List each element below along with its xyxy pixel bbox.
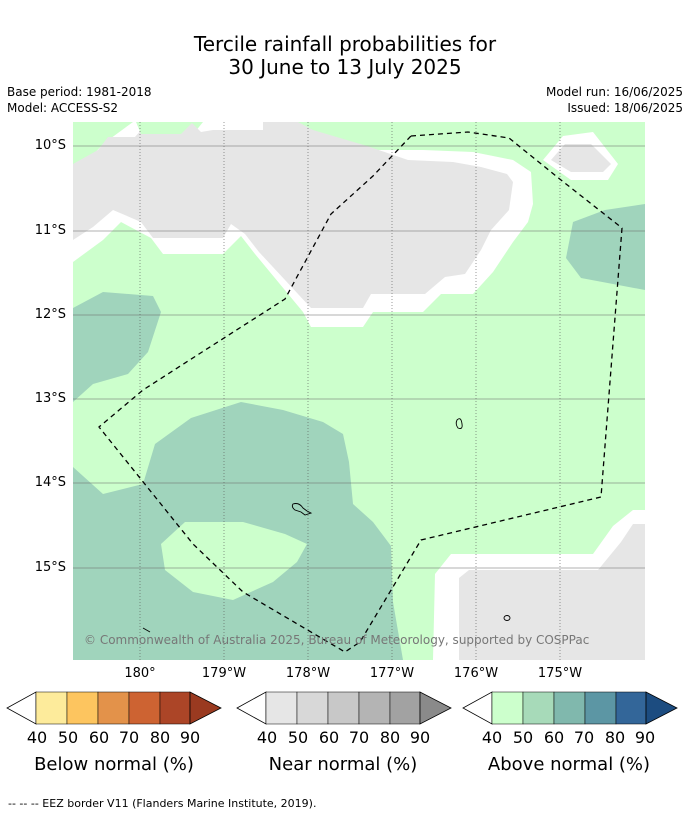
lon-label-178w: 178°W bbox=[285, 666, 331, 681]
legend-above-tick-80: 80 bbox=[604, 728, 626, 747]
legend-near-normal-swatch-60 bbox=[327, 691, 360, 725]
lat-label-14s: 14°S bbox=[34, 475, 66, 490]
copyright-notice: © Commonwealth of Australia 2025, Bureau… bbox=[84, 633, 590, 647]
legend-below-tick-80: 80 bbox=[149, 728, 171, 747]
legend-above-normal-swatch-80 bbox=[615, 691, 647, 725]
legend-near-tick-50: 50 bbox=[287, 728, 309, 747]
legend-above-normal bbox=[462, 691, 678, 725]
legend-below-tick-70: 70 bbox=[118, 728, 140, 747]
legend-near-normal-swatch-40 bbox=[265, 691, 298, 725]
graticule bbox=[73, 122, 645, 660]
near-normal-region-north bbox=[73, 122, 513, 308]
lon-label-175w: 175°W bbox=[537, 666, 583, 681]
island-niuatoputapu bbox=[455, 418, 463, 429]
legend-near-normal-swatch-50 bbox=[296, 691, 329, 725]
legend-below-normal-swatch-60 bbox=[97, 691, 130, 725]
issued-date: Issued: 18/06/2025 bbox=[567, 101, 683, 115]
lat-label-15s: 15°S bbox=[34, 560, 66, 575]
legend-below-normal-swatch-40 bbox=[35, 691, 68, 725]
legend-above-normal-swatch-40 bbox=[491, 691, 524, 725]
lat-label-11s: 11°S bbox=[34, 223, 66, 238]
eez-footnote: -- -- -- EEZ border V11 (Flanders Marine… bbox=[8, 797, 317, 810]
legend-near-normal-label: Near normal (%) bbox=[268, 754, 418, 775]
legend-above-normal-under-arrow bbox=[462, 691, 493, 725]
lat-label-12s: 12°S bbox=[34, 307, 66, 322]
island-tiny-sw bbox=[142, 627, 151, 633]
lon-label-176w: 176°W bbox=[453, 666, 499, 681]
near-normal-region-se bbox=[459, 524, 645, 660]
legend-near-tick-70: 70 bbox=[348, 728, 370, 747]
legend-near-tick-60: 60 bbox=[318, 728, 340, 747]
map-frame bbox=[73, 122, 645, 660]
legend-above-normal-swatch-50 bbox=[522, 691, 555, 725]
legend-near-normal-under-arrow bbox=[236, 691, 267, 725]
legend-above-normal-over-arrow bbox=[645, 691, 678, 725]
lon-label-180: 180° bbox=[124, 666, 156, 681]
legend-near-tick-80: 80 bbox=[379, 728, 401, 747]
legend-below-normal bbox=[6, 691, 222, 725]
legend-above-tick-50: 50 bbox=[512, 728, 534, 747]
map-title-line1: Tercile rainfall probabilities for bbox=[193, 32, 497, 56]
legend-above-normal-swatch-70 bbox=[584, 691, 617, 725]
rainfall-map bbox=[73, 122, 645, 660]
lon-label-177w: 177°W bbox=[369, 666, 415, 681]
lat-label-13s: 13°S bbox=[34, 391, 66, 406]
legend-above-tick-70: 70 bbox=[573, 728, 595, 747]
legend-above-normal-swatch-60 bbox=[553, 691, 586, 725]
legend-near-normal-swatch-80 bbox=[389, 691, 421, 725]
island-wallis bbox=[291, 503, 313, 516]
base-period: Base period: 1981-2018 bbox=[7, 85, 152, 99]
model-name: Model: ACCESS-S2 bbox=[7, 101, 119, 115]
legend-below-normal-label: Below normal (%) bbox=[34, 754, 194, 775]
above-normal-50-west bbox=[73, 292, 161, 402]
above-normal-50-ne bbox=[566, 204, 645, 290]
legend-near-normal-swatch-70 bbox=[358, 691, 391, 725]
legend-above-tick-60: 60 bbox=[543, 728, 565, 747]
legend-near-tick-40: 40 bbox=[256, 728, 278, 747]
legend-below-tick-90: 90 bbox=[179, 728, 201, 747]
legend-near-normal bbox=[236, 691, 452, 725]
legend-below-normal-under-arrow bbox=[6, 691, 37, 725]
legend-below-normal-swatch-80 bbox=[159, 691, 191, 725]
map-title-line2: 30 June to 13 July 2025 bbox=[228, 55, 462, 79]
legend-above-tick-40: 40 bbox=[481, 728, 503, 747]
legend-below-normal-swatch-50 bbox=[66, 691, 99, 725]
island-fatu bbox=[503, 615, 511, 621]
legend-below-normal-swatch-70 bbox=[128, 691, 161, 725]
legend-above-normal-label: Above normal (%) bbox=[487, 754, 651, 775]
eez-border bbox=[98, 131, 623, 653]
legend-below-tick-40: 40 bbox=[26, 728, 48, 747]
legend-below-tick-50: 50 bbox=[57, 728, 79, 747]
near-normal-region-ne bbox=[551, 144, 611, 172]
legend-below-tick-60: 60 bbox=[88, 728, 110, 747]
lat-label-10s: 10°S bbox=[34, 138, 66, 153]
legend-below-normal-over-arrow bbox=[189, 691, 222, 725]
lon-label-179w: 179°W bbox=[201, 666, 247, 681]
legend-above-tick-90: 90 bbox=[634, 728, 656, 747]
legend-near-normal-over-arrow bbox=[419, 691, 452, 725]
model-run: Model run: 16/06/2025 bbox=[545, 85, 683, 99]
legend-near-tick-90: 90 bbox=[409, 728, 431, 747]
